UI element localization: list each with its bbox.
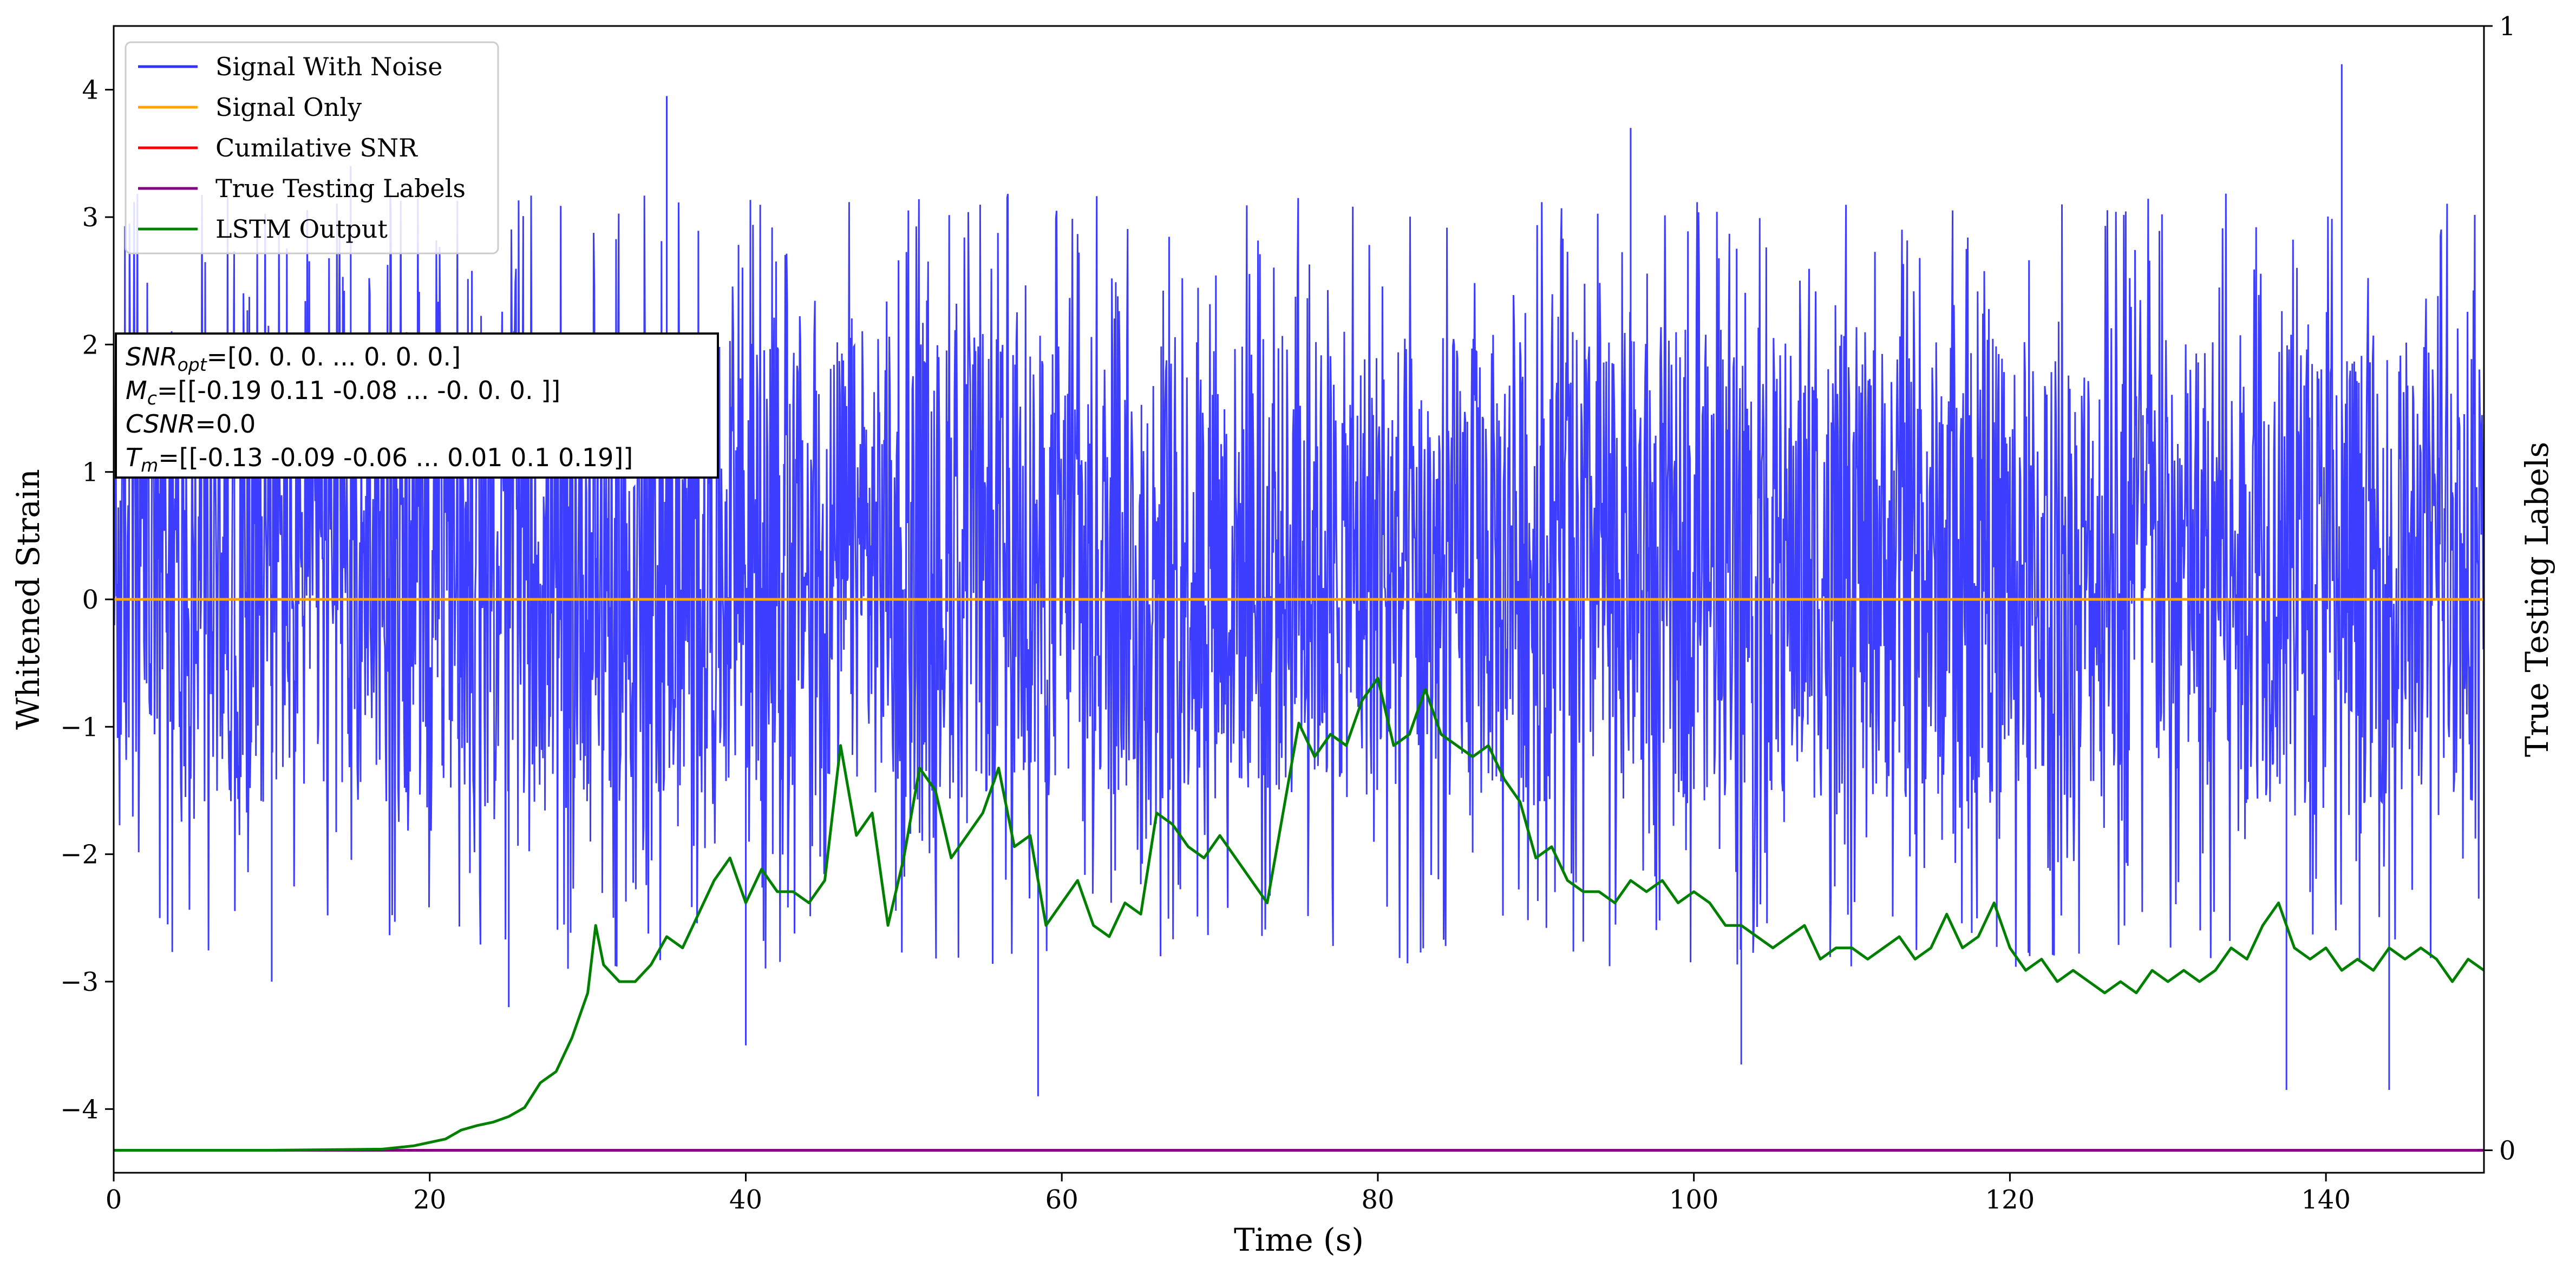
x-tick-label: 60 xyxy=(1045,1185,1078,1215)
annotation-line-snr: SNRopt=[0. 0. 0. ... 0. 0. 0.] xyxy=(126,342,461,375)
legend-item: LSTM Output xyxy=(138,214,388,244)
legend-item: Signal Only xyxy=(138,93,362,122)
legend-item: Signal With Noise xyxy=(138,52,442,81)
x-tick-label: 120 xyxy=(1985,1185,2035,1215)
x-tick-label: 80 xyxy=(1361,1185,1394,1215)
y-axis-title: Whitened Strain xyxy=(10,469,47,730)
x-axis-title: Time (s) xyxy=(1234,1221,1364,1258)
y-tick-label: 1 xyxy=(82,458,99,488)
legend-box xyxy=(125,41,499,254)
lstm-output-line xyxy=(114,676,2484,1152)
x-tick-label: 40 xyxy=(729,1185,762,1215)
legend: Signal With Noise Signal Only Cumilative… xyxy=(125,41,499,254)
series-layer xyxy=(114,598,2484,1152)
y-tick-label: 2 xyxy=(82,330,99,360)
y-tick-label: 0 xyxy=(82,585,99,615)
legend-label: Signal With Noise xyxy=(215,52,442,81)
annotation-line-csnr: CSNR=0.0 xyxy=(126,409,256,439)
x-tick-label: 0 xyxy=(106,1185,122,1215)
y-tick-label: −2 xyxy=(60,840,99,870)
y-tick-label: −4 xyxy=(60,1094,99,1125)
annotation-box: SNRopt=[0. 0. 0. ... 0. 0. 0.] Mc=[[-0.1… xyxy=(115,332,719,479)
annotation-line-tm: Tm=[[-0.13 -0.09 -0.06 ... 0.01 0.1 0.19… xyxy=(126,443,633,476)
legend-label: True Testing Labels xyxy=(215,174,466,203)
x-tick-label: 100 xyxy=(1669,1185,1719,1215)
y2-tick-label: 1 xyxy=(2499,11,2516,42)
annotation-line-mc: Mc=[[-0.19 0.11 -0.08 ... -0. 0. 0. ]] xyxy=(126,376,560,409)
legend-item: True Testing Labels xyxy=(138,174,466,203)
y-tick-label: 4 xyxy=(82,75,99,106)
annotation-frame xyxy=(115,332,719,479)
x-tick-label: 20 xyxy=(413,1185,446,1215)
y2-axis-title: True Testing Labels xyxy=(2519,442,2555,757)
y2-tick-label: 0 xyxy=(2499,1135,2516,1166)
y-tick-label: −3 xyxy=(60,967,99,997)
legend-label: Cumilative SNR xyxy=(215,133,418,162)
y-tick-label: 3 xyxy=(82,202,99,233)
x-tick-label: 140 xyxy=(2301,1185,2351,1215)
y-tick-label: −1 xyxy=(60,712,99,742)
legend-label: Signal Only xyxy=(215,93,362,122)
legend-label: LSTM Output xyxy=(215,214,388,244)
legend-item: Cumilative SNR xyxy=(138,133,418,162)
